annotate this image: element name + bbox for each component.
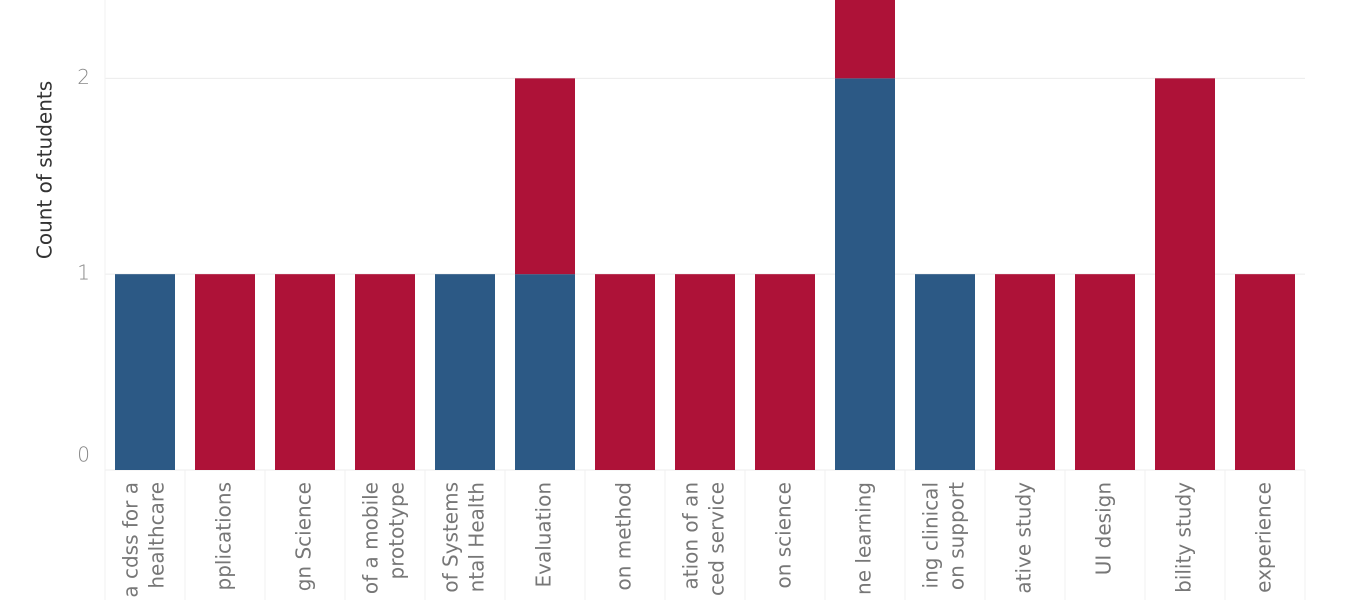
bar-segment — [755, 274, 815, 470]
bar-segment — [515, 78, 575, 275]
bar-segment — [195, 274, 255, 470]
x-tick-label: prototype — [385, 482, 409, 579]
x-tick-label: of a mobile — [359, 482, 383, 594]
bar-segment — [1155, 78, 1215, 470]
y-tick-label: 2 — [77, 65, 90, 89]
x-tick-label: ced service — [705, 482, 729, 596]
x-tick-label: gn Science — [292, 482, 316, 591]
bar-segment — [515, 274, 575, 470]
y-tick-label: 1 — [77, 261, 90, 285]
bar-segment — [675, 274, 735, 470]
x-tick-label: healthcare — [145, 482, 169, 589]
bar-segment — [355, 274, 415, 470]
bar-segment — [1235, 274, 1295, 470]
x-tick-label: ative study — [1012, 482, 1036, 594]
x-tick-label: a cdss for a — [119, 482, 143, 598]
x-tick-label: Evaluation — [532, 482, 556, 588]
bar-segment — [915, 274, 975, 470]
x-tick-label: bility study — [1172, 482, 1196, 593]
bar-segment — [835, 78, 895, 470]
bar-segment — [595, 274, 655, 470]
bar-segment — [115, 274, 175, 470]
x-tick-label: UI design — [1092, 482, 1116, 575]
bar-segment — [995, 274, 1055, 470]
x-tick-label: experience — [1252, 482, 1276, 593]
x-tick-label: ation of an — [679, 482, 703, 590]
x-tick-label: pplications — [212, 482, 236, 591]
y-tick-label: 0 — [77, 443, 90, 467]
bar-segment — [435, 274, 495, 470]
bar-segment — [1075, 274, 1135, 470]
x-tick-label: on science — [772, 482, 796, 589]
bar-segment — [835, 0, 895, 79]
x-tick-label: ing clinical — [919, 482, 943, 588]
x-tick-label: ntal Health — [465, 482, 489, 592]
x-tick-label: on method — [612, 482, 636, 591]
x-tick-label: of Systems — [439, 482, 463, 593]
bar-segment — [275, 274, 335, 470]
x-tick-label: ne learning — [852, 482, 876, 595]
y-axis-title: Count of students — [33, 81, 57, 259]
x-tick-label: on support — [945, 482, 969, 590]
